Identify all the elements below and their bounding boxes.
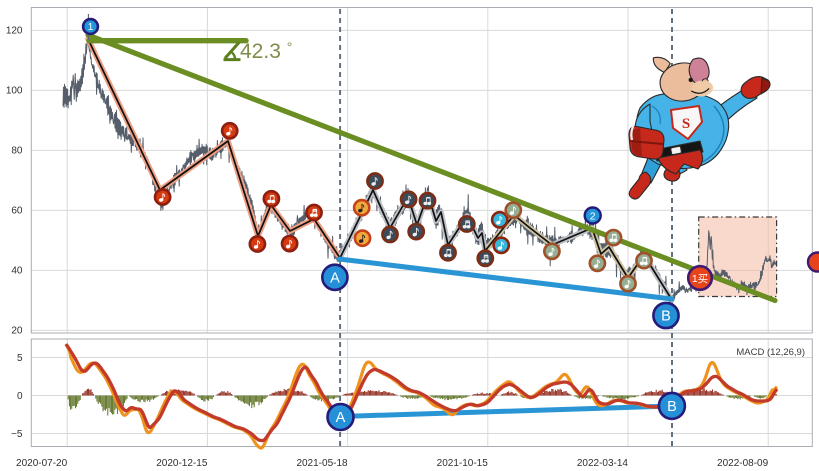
svg-text:A: A <box>330 271 340 287</box>
svg-text:20: 20 <box>11 326 23 337</box>
svg-text:B: B <box>661 309 671 325</box>
svg-text:100: 100 <box>6 86 23 97</box>
svg-text:2020-07-20: 2020-07-20 <box>16 458 68 469</box>
svg-text:B: B <box>667 399 677 415</box>
svg-text:5: 5 <box>17 353 23 364</box>
svg-text:S: S <box>682 116 690 132</box>
svg-text:−5: −5 <box>11 429 23 440</box>
svg-text:1买: 1买 <box>692 273 708 285</box>
svg-text:MACD (12,26,9): MACD (12,26,9) <box>736 347 805 358</box>
svg-text:42.3 °: 42.3 ° <box>240 39 292 63</box>
svg-text:80: 80 <box>11 146 23 157</box>
svg-text:2022-08-09: 2022-08-09 <box>717 458 769 469</box>
svg-text:1: 1 <box>88 22 94 33</box>
svg-text:40: 40 <box>11 266 23 277</box>
svg-text:2021-10-15: 2021-10-15 <box>437 458 489 469</box>
svg-text:2021-05-18: 2021-05-18 <box>296 458 348 469</box>
svg-text:2020-12-15: 2020-12-15 <box>156 458 208 469</box>
svg-text:0: 0 <box>17 391 23 402</box>
svg-text:60: 60 <box>11 206 23 217</box>
svg-text:120: 120 <box>6 26 23 37</box>
svg-text:A: A <box>336 410 346 426</box>
svg-text:2: 2 <box>590 211 596 223</box>
svg-text:2022-03-14: 2022-03-14 <box>577 458 629 469</box>
